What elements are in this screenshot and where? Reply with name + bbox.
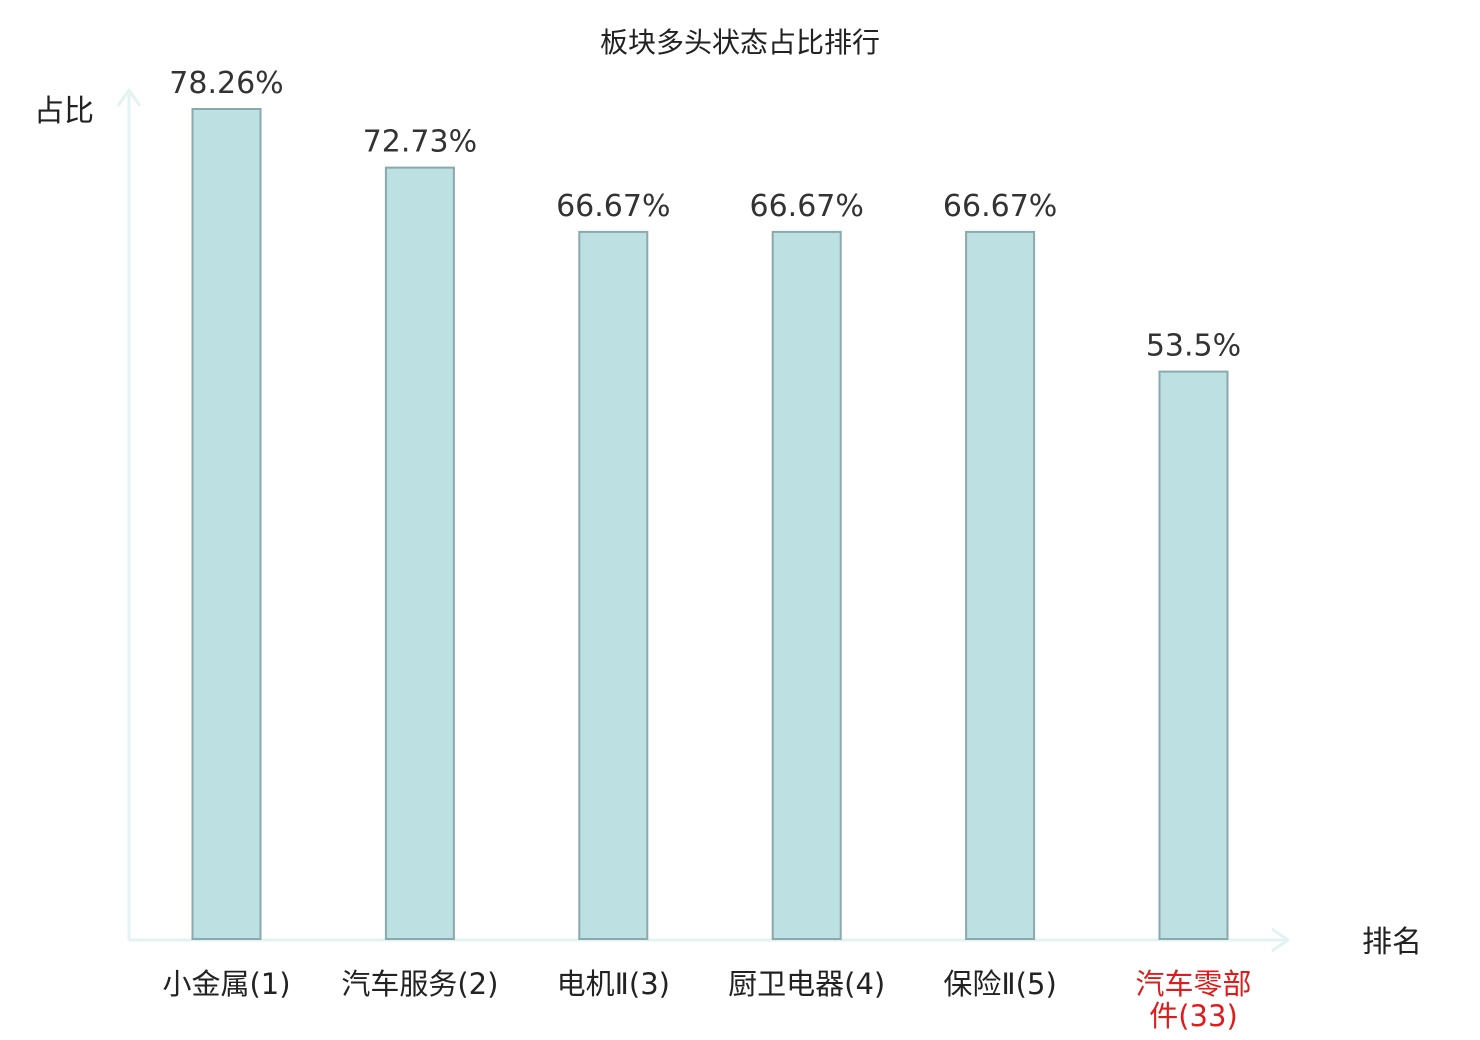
bar bbox=[1158, 370, 1229, 941]
x-tick-label: 保险Ⅱ(5) bbox=[943, 967, 1056, 1001]
x-tick-label-line: 小金属(1) bbox=[162, 967, 290, 1001]
bar-value-label: 66.67% bbox=[943, 189, 1057, 224]
bar-value-label: 53.5% bbox=[1146, 329, 1241, 364]
bar bbox=[771, 230, 842, 940]
bar-value-label: 72.73% bbox=[363, 125, 477, 160]
x-tick-label-line: 汽车零部 bbox=[1135, 967, 1251, 1001]
x-axis-label: 排名 bbox=[1362, 925, 1422, 960]
y-axis-label: 占比 bbox=[34, 94, 94, 129]
x-tick-label-line: 电机Ⅱ(3) bbox=[557, 967, 670, 1001]
bar-value-label: 66.67% bbox=[556, 189, 670, 224]
chart-title: 板块多头状态占比排行 bbox=[600, 26, 880, 59]
bar bbox=[191, 108, 262, 940]
x-tick-label-line: 件(33) bbox=[1149, 999, 1238, 1033]
bar bbox=[578, 230, 649, 940]
value-labels-group: 78.26% 72.73% 66.67% 66.67% 66.67% 53.5% bbox=[169, 66, 1241, 364]
x-tick-label-line: 汽车服务(2) bbox=[341, 967, 498, 1001]
bar bbox=[384, 166, 455, 941]
bar-value-label: 66.67% bbox=[750, 189, 864, 224]
bar bbox=[965, 230, 1036, 940]
bar-value-label: 78.26% bbox=[169, 66, 283, 101]
x-axis-arrow bbox=[1271, 927, 1290, 953]
x-tick-label: 小金属(1) bbox=[162, 967, 290, 1001]
x-tick-label: 电机Ⅱ(3) bbox=[557, 967, 670, 1001]
bars-group bbox=[191, 108, 1229, 941]
x-tick-label-line: 厨卫电器(4) bbox=[728, 967, 885, 1001]
y-axis-arrow bbox=[116, 88, 142, 107]
x-tick-label-line: 保险Ⅱ(5) bbox=[943, 967, 1056, 1001]
x-tick-label: 汽车服务(2) bbox=[341, 967, 498, 1001]
x-tick-label: 厨卫电器(4) bbox=[728, 967, 885, 1001]
category-labels-group: 小金属(1) 汽车服务(2) 电机Ⅱ(3) 厨卫电器(4) 保险Ⅱ(5) 汽车零部件(33… bbox=[162, 967, 1251, 1033]
x-tick-label: 汽车零部件(33) bbox=[1135, 967, 1251, 1033]
